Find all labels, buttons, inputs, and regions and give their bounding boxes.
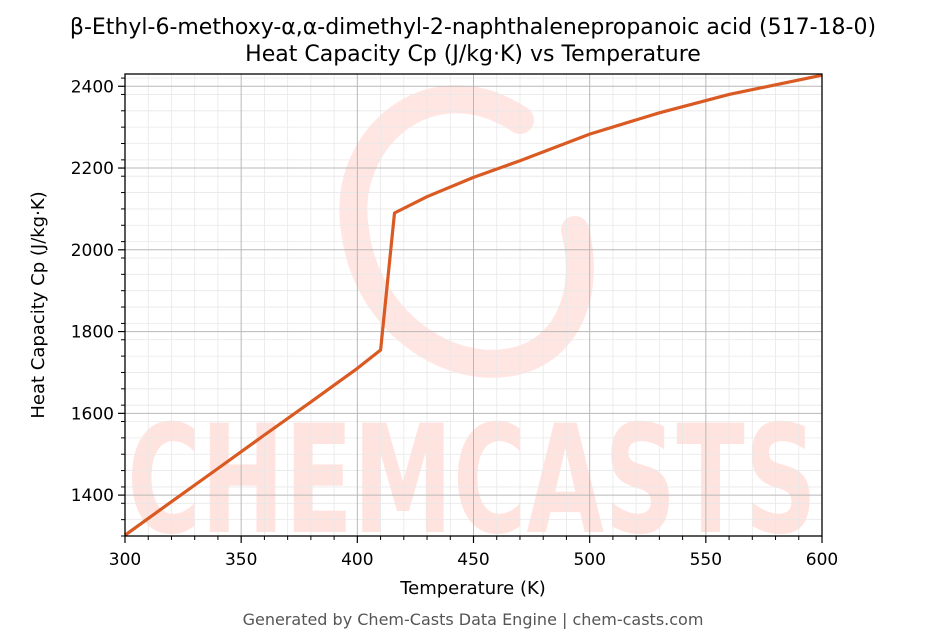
y-axis-label: Heat Capacity Cp (J/kg·K) — [28, 191, 49, 418]
watermark: CHEMCASTS — [127, 85, 817, 568]
y-tick-label: 2000 — [71, 241, 114, 261]
heat-capacity-line — [124, 73, 823, 537]
x-tick-label: 500 — [573, 550, 605, 570]
x-tick-label: 600 — [806, 550, 838, 570]
x-tick-label: 400 — [341, 550, 373, 570]
x-tick-label: 350 — [225, 550, 257, 570]
y-tick-label: 1600 — [71, 404, 114, 424]
x-axis-label: Temperature (K) — [399, 578, 546, 599]
y-axis-ticks: 1400 1600 1800 2000 2200 2400 — [71, 77, 125, 537]
y-tick-label: 2200 — [71, 159, 114, 179]
y-tick-label: 1400 — [71, 486, 114, 506]
y-tick-label: 2400 — [71, 77, 114, 97]
x-tick-label: 450 — [457, 550, 489, 570]
watermark-text: CHEMCASTS — [127, 394, 817, 568]
x-tick-label: 550 — [690, 550, 722, 570]
chart-subtitle: Heat Capacity Cp (J/kg·K) vs Temperature — [245, 42, 701, 67]
y-tick-label: 1800 — [71, 323, 114, 343]
chart-title: β-Ethyl-6-methoxy-α,α-dimethyl-2-naphtha… — [70, 15, 876, 40]
footer-credit: Generated by Chem-Casts Data Engine | ch… — [243, 610, 704, 629]
x-tick-label: 300 — [109, 550, 141, 570]
x-axis-ticks: 300 350 400 450 500 550 600 — [109, 536, 838, 570]
watermark-swirl-icon — [339, 85, 594, 378]
